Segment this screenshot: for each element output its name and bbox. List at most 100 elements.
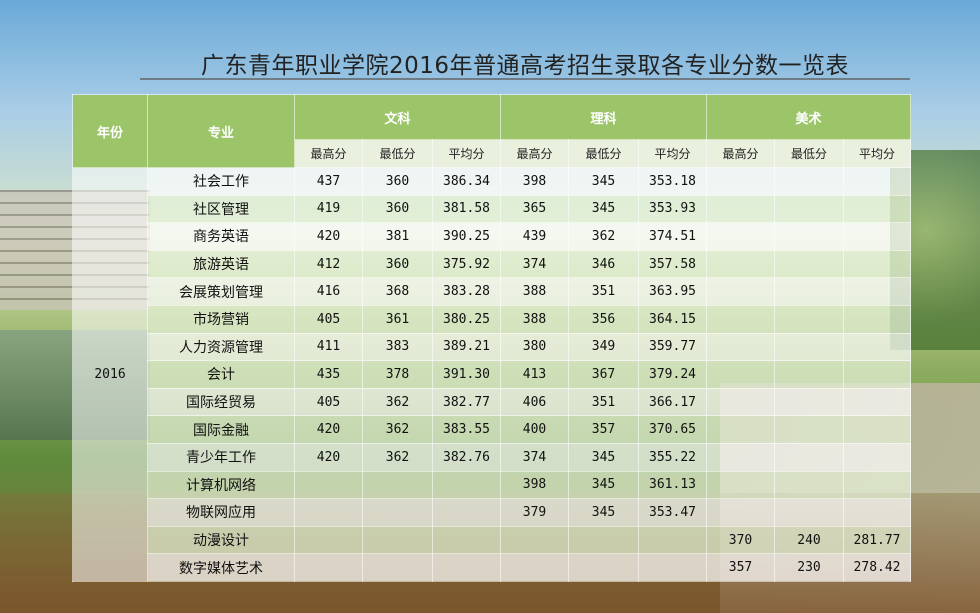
meishu-min-cell <box>774 498 845 527</box>
like-max-cell: 398 <box>500 167 570 196</box>
meishu-max-cell <box>706 415 776 444</box>
table-row: 会计 435 378 391.30 413 367 379.24 <box>73 360 912 389</box>
major-cell: 会计 <box>147 360 295 389</box>
like-avg-cell: 359.77 <box>638 332 708 362</box>
like-min-cell: 351 <box>568 387 640 417</box>
wenke-max-cell <box>294 553 363 582</box>
wenke-max-cell: 412 <box>294 249 363 279</box>
wenke-max-cell: 435 <box>294 360 363 389</box>
wenke-avg-cell: 383.55 <box>431 415 502 444</box>
header-group-wenke: 文科 <box>293 94 502 140</box>
table-row: 社区管理 419 360 381.58 365 345 353.93 <box>73 194 912 224</box>
like-max-cell: 388 <box>500 304 570 334</box>
meishu-max-cell <box>706 470 776 500</box>
like-avg-cell: 353.93 <box>638 194 708 224</box>
wenke-avg-cell: 391.30 <box>431 360 502 389</box>
table-row: 动漫设计 370 240 281.77 <box>73 525 912 555</box>
meishu-avg-cell <box>843 498 912 527</box>
meishu-max-cell: 370 <box>706 525 776 555</box>
like-max-cell: 400 <box>500 415 570 444</box>
meishu-avg-cell <box>843 387 912 417</box>
wenke-max-cell <box>294 470 363 500</box>
wenke-max-cell: 420 <box>294 442 363 472</box>
meishu-avg-cell <box>843 332 912 362</box>
like-max-cell: 398 <box>500 470 570 500</box>
like-max-cell: 413 <box>500 360 570 389</box>
like-min-cell <box>568 553 640 582</box>
like-avg-cell <box>638 525 708 555</box>
meishu-min-cell <box>774 470 845 500</box>
meishu-max-cell <box>706 304 776 334</box>
meishu-avg-cell <box>843 167 912 196</box>
meishu-avg-cell <box>843 442 912 472</box>
meishu-min-cell <box>774 222 845 251</box>
like-min-cell: 349 <box>568 332 640 362</box>
wenke-min-cell <box>362 525 433 555</box>
major-cell: 动漫设计 <box>147 525 295 555</box>
wenke-avg-cell <box>431 498 502 527</box>
like-max-cell: 365 <box>500 194 570 224</box>
like-avg-cell: 353.47 <box>638 498 708 527</box>
wenke-max-cell: 420 <box>294 415 363 444</box>
like-max-cell: 374 <box>500 442 570 472</box>
meishu-avg-cell <box>843 249 912 279</box>
wenke-min-cell: 381 <box>362 222 433 251</box>
like-min-cell <box>568 525 640 555</box>
like-max-cell <box>500 553 570 582</box>
wenke-avg-cell: 383.28 <box>431 277 502 306</box>
meishu-max-cell <box>706 249 776 279</box>
meishu-min-cell <box>774 249 845 279</box>
header-sub-max: 最高分 <box>706 139 776 168</box>
like-min-cell: 345 <box>568 498 640 527</box>
meishu-max-cell <box>706 222 776 251</box>
like-max-cell <box>500 525 570 555</box>
wenke-avg-cell: 382.76 <box>431 442 502 472</box>
like-avg-cell: 370.65 <box>638 415 708 444</box>
like-max-cell: 439 <box>500 222 570 251</box>
table-row: 人力资源管理 411 383 389.21 380 349 359.77 <box>73 332 912 362</box>
like-avg-cell: 379.24 <box>638 360 708 389</box>
header-sub-avg: 平均分 <box>843 139 912 168</box>
like-max-cell: 406 <box>500 387 570 417</box>
meishu-max-cell <box>706 194 776 224</box>
major-cell: 国际经贸易 <box>147 387 295 417</box>
year-cell: 2016 <box>72 167 148 582</box>
wenke-avg-cell <box>431 470 502 500</box>
table-row: 青少年工作 420 362 382.76 374 345 355.22 <box>73 442 912 472</box>
score-table: 年份 专业 文科 理科 美术 最高分 最低分 平均分 最高分 最低分 平均分 最… <box>72 94 912 582</box>
meishu-max-cell <box>706 167 776 196</box>
meishu-min-cell <box>774 167 845 196</box>
table-row: 会展策划管理 416 368 383.28 388 351 363.95 <box>73 277 912 306</box>
meishu-avg-cell <box>843 277 912 306</box>
wenke-min-cell: 362 <box>362 415 433 444</box>
meishu-avg-cell <box>843 222 912 251</box>
header-sub-min: 最低分 <box>774 139 845 168</box>
header-sub-avg: 平均分 <box>431 139 502 168</box>
wenke-max-cell: 419 <box>294 194 363 224</box>
like-min-cell: 346 <box>568 249 640 279</box>
wenke-min-cell: 362 <box>362 387 433 417</box>
major-cell: 青少年工作 <box>147 442 295 472</box>
wenke-max-cell: 405 <box>294 304 363 334</box>
wenke-min-cell: 383 <box>362 332 433 362</box>
meishu-min-cell <box>774 332 845 362</box>
like-max-cell: 374 <box>500 249 570 279</box>
meishu-avg-cell: 281.77 <box>843 525 912 555</box>
table-row: 物联网应用 379 345 353.47 <box>73 498 912 527</box>
major-cell: 社会工作 <box>147 167 295 196</box>
wenke-avg-cell: 389.21 <box>431 332 502 362</box>
meishu-min-cell <box>774 442 845 472</box>
table-row: 国际金融 420 362 383.55 400 357 370.65 <box>73 415 912 444</box>
table-row: 商务英语 420 381 390.25 439 362 374.51 <box>73 222 912 251</box>
wenke-min-cell <box>362 553 433 582</box>
major-cell: 市场营销 <box>147 304 295 334</box>
wenke-avg-cell: 375.92 <box>431 249 502 279</box>
wenke-avg-cell: 390.25 <box>431 222 502 251</box>
table-row: 2016 社会工作 437 360 386.34 398 345 353.18 <box>72 167 912 582</box>
header-group-like: 理科 <box>500 94 708 140</box>
major-cell: 商务英语 <box>147 222 295 251</box>
like-avg-cell: 364.15 <box>638 304 708 334</box>
like-min-cell: 351 <box>568 277 640 306</box>
like-max-cell: 379 <box>500 498 570 527</box>
wenke-avg-cell: 382.77 <box>431 387 502 417</box>
